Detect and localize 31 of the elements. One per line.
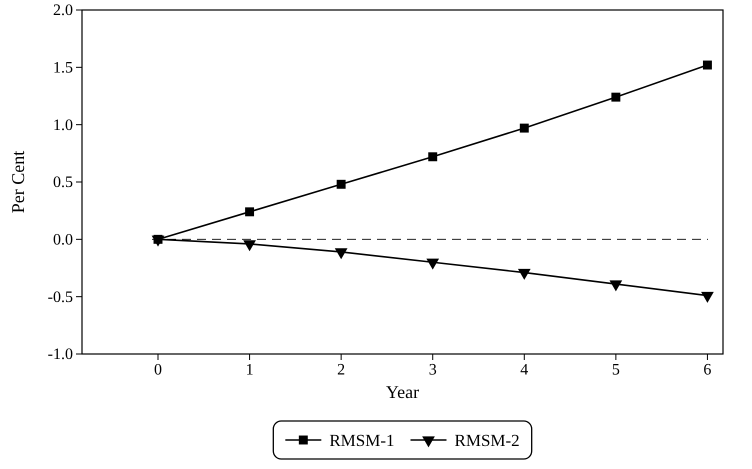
point (334, 248, 348, 260)
point (243, 240, 256, 252)
x-tick-label: 5 (612, 361, 620, 378)
point (611, 92, 620, 102)
point (701, 292, 714, 303)
point (336, 180, 346, 189)
point (518, 268, 531, 280)
x-tick-label: 3 (428, 361, 437, 378)
y-tick-label: 2.0 (53, 2, 73, 20)
y-tick-label: 0.5 (53, 174, 73, 192)
x-tick-label: 4 (520, 361, 528, 378)
y-axis-title: Per Cent (8, 150, 28, 214)
y-tick-label: -0.5 (48, 288, 73, 306)
x-tick-label: 1 (246, 361, 254, 378)
y-tick-label: 1.5 (53, 59, 73, 76)
point (152, 236, 164, 247)
y-tick-label: 0.0 (53, 231, 73, 248)
y-tick-label: 1.0 (53, 116, 73, 134)
x-axis-title: Year (386, 382, 420, 402)
point (426, 258, 440, 270)
x-tick-label: 0 (154, 361, 162, 378)
point (520, 124, 529, 133)
point (428, 152, 438, 162)
x-tick-label: 2 (337, 361, 346, 378)
legend-label: RMSM-2 (454, 430, 520, 450)
legend-label: RMSM-1 (329, 430, 394, 450)
point (610, 280, 622, 292)
point (245, 207, 254, 216)
y-tick-label: -1.0 (48, 346, 73, 364)
x-tick-label: 6 (703, 361, 712, 378)
point (702, 60, 712, 70)
